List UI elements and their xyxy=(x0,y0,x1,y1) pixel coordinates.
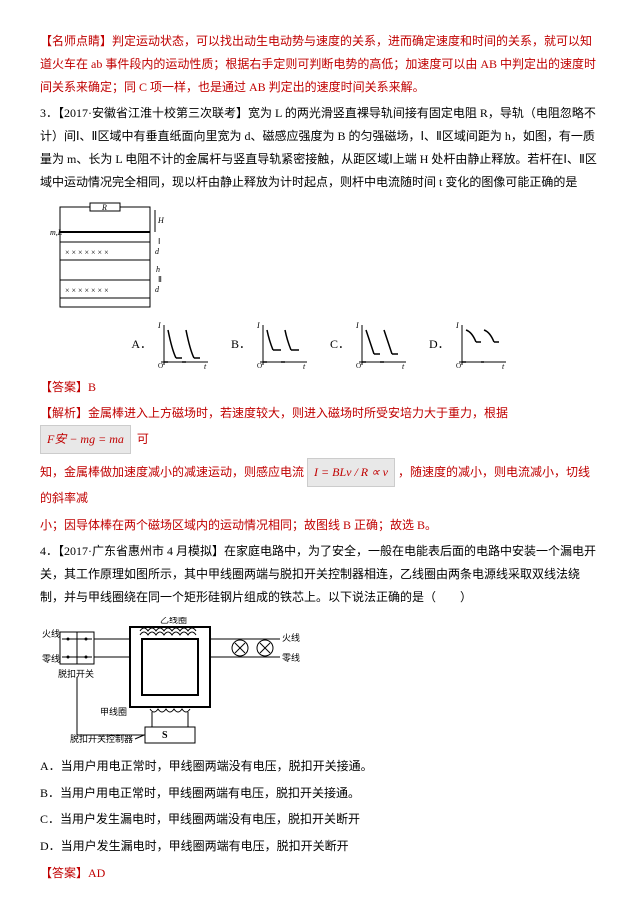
q3-src: 【2017·安徽省江淮十校第三次联考】 xyxy=(58,106,248,120)
graph-d-icon: It O xyxy=(454,320,509,370)
label-huoxian2: 火线 xyxy=(282,632,300,643)
svg-text:I: I xyxy=(355,321,359,330)
svg-text:t: t xyxy=(303,362,306,370)
q3-formula1: F安 − mg = ma xyxy=(40,425,131,454)
label-tuokou: 脱扣开关 xyxy=(58,668,94,679)
svg-text:I: I xyxy=(455,321,459,330)
svg-text:h: h xyxy=(156,265,160,274)
q4-opt-d: D．当用户发生漏电时，甲线圈两端有电压，脱扣开关断开 xyxy=(40,835,600,858)
q3-exp-line3: 小；因导体棒在两个磁场区域内的运动情况相同；故图线 B 正确；故选 B。 xyxy=(40,514,600,537)
q4-opt-c: C．当用户发生漏电时，甲线圈两端没有电压，脱扣开关断开 xyxy=(40,808,600,831)
svg-text:H: H xyxy=(157,216,165,225)
svg-text:R: R xyxy=(101,203,107,212)
opt-label-a: A． xyxy=(131,333,152,356)
svg-text:Ⅰ: Ⅰ xyxy=(158,237,160,246)
q3-answer: 【答案】B xyxy=(40,376,600,399)
graph-c-icon: It O xyxy=(354,320,409,370)
q4-text: 4．【2017·广东省惠州市 4 月模拟】在家庭电路中，为了安全，一般在电能表后… xyxy=(40,540,600,608)
label-lingxian2: 零线 xyxy=(282,652,300,663)
opt-label-d: D． xyxy=(429,333,450,356)
svg-text:O: O xyxy=(356,362,361,370)
svg-text:m,L: m,L xyxy=(50,228,63,237)
label-jiaxq: 甲线圈 xyxy=(100,706,127,717)
q3-opt-d: D． It O xyxy=(429,320,509,370)
q3-exp-line2: 知，金属棒做加速度减小的减速运动，则感应电流 I = BLv / R ∝ v ，… xyxy=(40,458,600,510)
q4-figure: 火线 零线 脱扣开关 乙线圈 甲线圈 火线 零线 S 脱扣开关控制器 xyxy=(40,617,600,747)
q4-num: 4． xyxy=(40,544,58,558)
q3-figure: R H m,L × × × × × × × Ⅰ d h × × × × × × … xyxy=(40,202,600,312)
label-yixq: 乙线圈 xyxy=(160,617,187,625)
q3-opt-c: C． It O xyxy=(330,320,409,370)
svg-text:t: t xyxy=(402,362,405,370)
tip-paragraph: 【名师点睛】判定运动状态，可以找出动生电动势与速度的关系，进而确定速度和时间的关… xyxy=(40,30,600,98)
svg-text:O: O xyxy=(158,362,163,370)
opt-label-b: B． xyxy=(231,333,251,356)
svg-text:O: O xyxy=(257,362,262,370)
svg-text:d: d xyxy=(155,285,160,294)
graph-b-icon: It O xyxy=(255,320,310,370)
svg-text:O: O xyxy=(456,362,461,370)
label-huoxian: 火线 xyxy=(42,628,60,639)
q4-opt-b: B．当用户用电正常时，甲线圈两端有电压，脱扣开关接通。 xyxy=(40,782,600,805)
svg-text:t: t xyxy=(204,362,207,370)
label-s: S xyxy=(162,730,168,741)
q4-opt-a: A．当用户用电正常时，甲线圈两端没有电压，脱扣开关接通。 xyxy=(40,755,600,778)
opt-label-c: C． xyxy=(330,333,350,356)
svg-text:× × × × × × ×: × × × × × × × xyxy=(65,248,109,257)
q3-exp1b: 可 xyxy=(137,432,149,446)
svg-text:× × × × × × ×: × × × × × × × xyxy=(65,286,109,295)
q3-formula2: I = BLv / R ∝ v xyxy=(307,458,395,487)
q3-exp-line1: 【解析】金属棒进入上方磁场时，若速度较大，则进入磁场时所受安培力大于重力，根据 … xyxy=(40,402,600,454)
svg-text:Ⅱ: Ⅱ xyxy=(158,275,162,284)
q3-opt-b: B． It O xyxy=(231,320,310,370)
q3-text: 3．【2017·安徽省江淮十校第三次联考】宽为 L 的两光滑竖直裸导轨间接有固定… xyxy=(40,102,600,193)
q3-num: 3． xyxy=(40,106,58,120)
svg-text:t: t xyxy=(502,362,505,370)
q4-answer: 【答案】AD xyxy=(40,862,600,885)
q4-src: 【2017·广东省惠州市 4 月模拟】 xyxy=(58,544,224,558)
label-lingxian: 零线 xyxy=(42,653,60,664)
q3-options: A． It O B． It O C． It O xyxy=(40,320,600,370)
q3-opt-a: A． It O xyxy=(131,320,211,370)
graph-a-icon: It O xyxy=(156,320,211,370)
svg-text:I: I xyxy=(256,321,260,330)
svg-text:d: d xyxy=(155,247,160,256)
svg-text:I: I xyxy=(157,321,161,330)
q3-exp2a: 知，金属棒做加速度减小的减速运动，则感应电流 xyxy=(40,465,304,479)
q3-exp1a: 【解析】金属棒进入上方磁场时，若速度较大，则进入磁场时所受安培力大于重力，根据 xyxy=(40,406,508,420)
